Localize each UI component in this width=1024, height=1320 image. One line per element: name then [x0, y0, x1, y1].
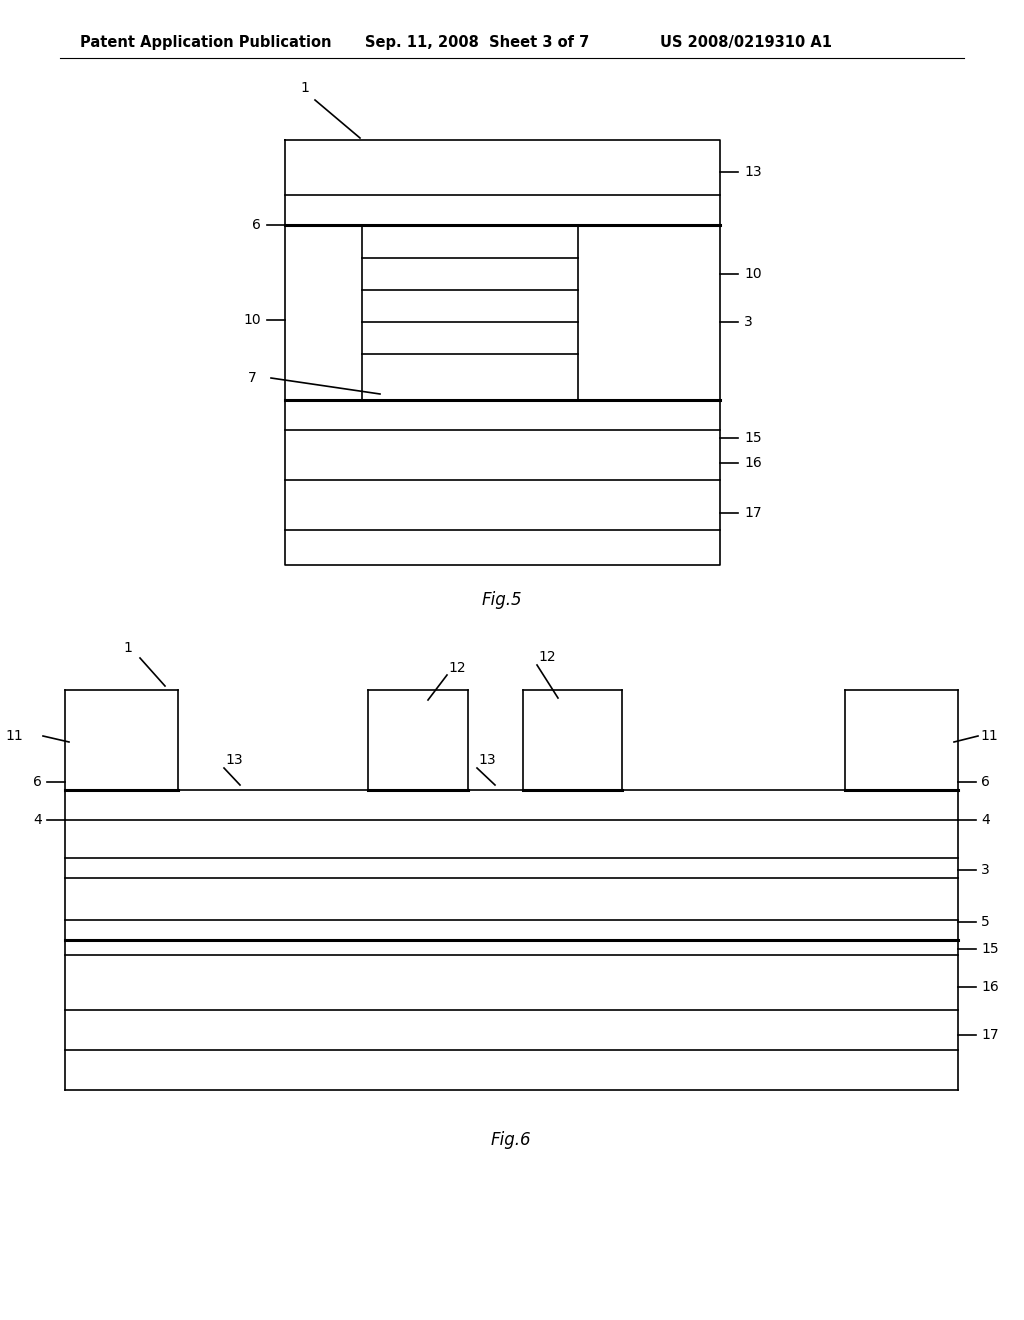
- Text: US 2008/0219310 A1: US 2008/0219310 A1: [660, 34, 831, 49]
- Text: 17: 17: [981, 1028, 998, 1041]
- Text: 4: 4: [33, 813, 42, 828]
- Text: 4: 4: [981, 813, 990, 828]
- Text: 6: 6: [252, 218, 261, 232]
- Text: 16: 16: [981, 979, 998, 994]
- Text: 1: 1: [301, 81, 309, 95]
- Text: 1: 1: [124, 642, 132, 655]
- Text: 13: 13: [478, 752, 496, 767]
- Text: 12: 12: [538, 649, 556, 664]
- Text: 12: 12: [449, 661, 466, 675]
- Text: 6: 6: [33, 775, 42, 789]
- Text: 16: 16: [744, 455, 762, 470]
- Text: 10: 10: [244, 313, 261, 327]
- Text: 6: 6: [981, 775, 990, 789]
- Text: 10: 10: [744, 267, 762, 281]
- Text: Patent Application Publication: Patent Application Publication: [80, 34, 332, 49]
- Text: Fig.5: Fig.5: [481, 591, 522, 609]
- Text: Fig.6: Fig.6: [490, 1131, 531, 1148]
- Text: 7: 7: [248, 371, 257, 385]
- Text: 3: 3: [981, 863, 990, 876]
- Text: 13: 13: [744, 165, 762, 180]
- Text: 11: 11: [980, 729, 997, 743]
- Text: 15: 15: [981, 942, 998, 956]
- Text: 11: 11: [5, 729, 23, 743]
- Text: 17: 17: [744, 506, 762, 520]
- Text: 5: 5: [981, 915, 990, 929]
- Text: 13: 13: [225, 752, 243, 767]
- Text: Sep. 11, 2008  Sheet 3 of 7: Sep. 11, 2008 Sheet 3 of 7: [365, 34, 589, 49]
- Text: 3: 3: [744, 315, 753, 329]
- Text: 15: 15: [744, 432, 762, 445]
